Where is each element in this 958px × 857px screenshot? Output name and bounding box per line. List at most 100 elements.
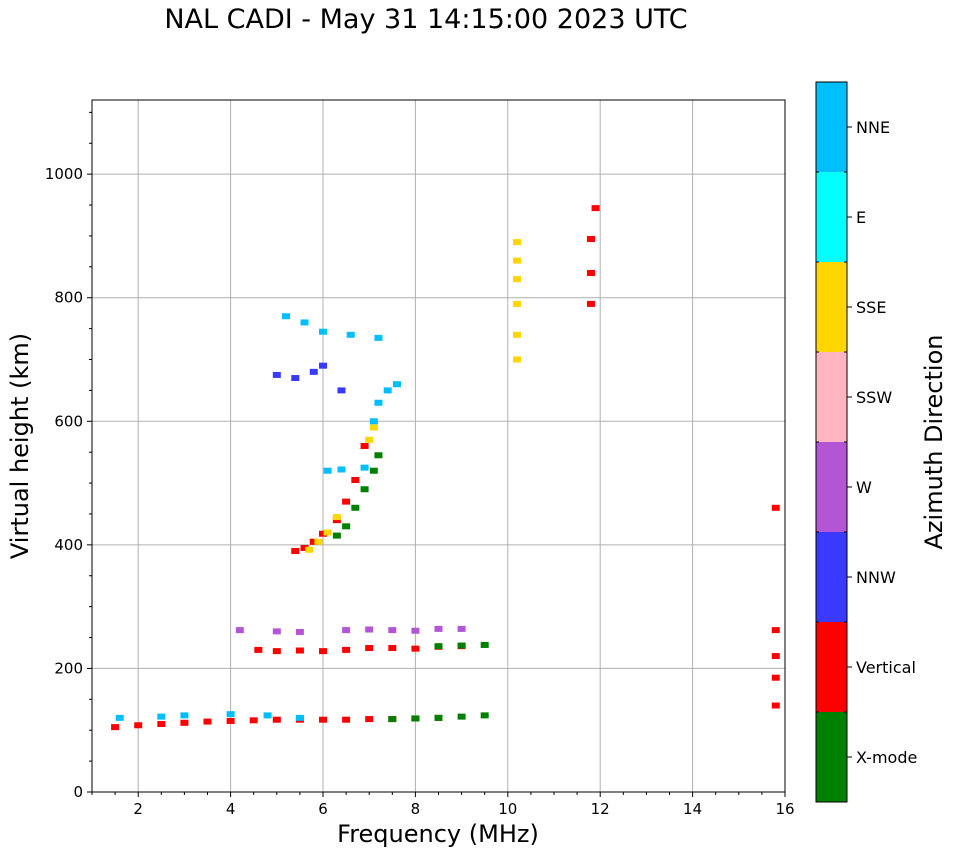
- colorbar-frame: [815, 81, 848, 803]
- echo-point: [134, 722, 143, 729]
- echo-point: [295, 647, 304, 654]
- x-tick-label: 8: [411, 800, 421, 818]
- echo-point: [332, 514, 341, 521]
- plot-area: [92, 100, 785, 792]
- echo-point: [586, 300, 595, 307]
- echo-point: [300, 544, 309, 551]
- echo-point: [388, 645, 397, 652]
- echo-point: [388, 627, 397, 634]
- echo-point: [342, 716, 351, 723]
- y-tick-label: 200: [54, 659, 83, 677]
- echo-point: [360, 486, 369, 493]
- echo-point: [411, 715, 420, 722]
- echo-point: [457, 642, 466, 649]
- colorbar-segment: [816, 442, 847, 532]
- echo-point: [272, 716, 281, 723]
- echo-point: [309, 368, 318, 375]
- echo-point: [374, 452, 383, 459]
- colorbar-segment: [816, 172, 847, 262]
- colorbar-tick-label: NNW: [856, 568, 896, 587]
- echo-point: [272, 648, 281, 655]
- colorbar-tick-label: SSW: [856, 388, 892, 407]
- y-tick-label: 0: [73, 783, 83, 801]
- echo-point: [771, 702, 780, 709]
- echo-point: [203, 718, 212, 725]
- colorbar-segment: [816, 262, 847, 352]
- y-tick-label: 800: [54, 289, 83, 307]
- echo-point: [342, 523, 351, 530]
- echo-point: [319, 530, 327, 537]
- echo-point: [513, 239, 522, 246]
- echo-point: [365, 626, 374, 633]
- colorbar: X-mode Vertical NNW W SSW SSE E NNE: [815, 81, 917, 803]
- echo-point: [323, 467, 332, 474]
- echo-point: [300, 319, 309, 326]
- colorbar-tick-label: W: [856, 478, 872, 497]
- echo-point: [383, 387, 392, 394]
- echo-point: [513, 356, 522, 363]
- x-tick-label: 16: [775, 800, 794, 818]
- echo-point: [226, 717, 235, 724]
- echo-point: [314, 538, 323, 545]
- echo-point: [319, 716, 327, 723]
- echo-point: [291, 375, 300, 382]
- echo-point: [351, 504, 360, 511]
- chart-title: NAL CADI - May 31 14:15:00 2023 UTC: [164, 4, 688, 35]
- echo-traces: [111, 205, 780, 731]
- echo-point: [365, 716, 374, 723]
- echo-point: [342, 646, 351, 653]
- x-tick-label: 6: [318, 800, 328, 818]
- echo-point: [272, 371, 281, 378]
- echo-point: [434, 625, 443, 632]
- colorbar-tick-label: NNE: [856, 118, 890, 137]
- echo-point: [771, 653, 780, 660]
- echo-point: [457, 713, 466, 720]
- echo-point: [480, 641, 489, 648]
- echo-point: [591, 205, 600, 212]
- colorbar-label: Azimuth Direction: [920, 335, 948, 550]
- echo-point: [771, 674, 780, 681]
- echo-point: [374, 399, 383, 406]
- plot-background: [92, 100, 785, 792]
- colorbar-segment: [816, 532, 847, 622]
- echo-point: [180, 712, 189, 719]
- colorbar-tick-label: SSE: [856, 298, 886, 317]
- echo-point: [319, 362, 327, 369]
- axes: 2 4 6 8 10 12 14 16 0 200 400 600 800 1000: [45, 99, 795, 818]
- echo-point: [337, 466, 346, 473]
- echo-point: [295, 628, 304, 635]
- x-tick-label: 12: [591, 800, 610, 818]
- y-tick-label: 600: [54, 412, 83, 430]
- echo-point: [360, 443, 369, 449]
- echo-point: [323, 529, 332, 536]
- x-axis-label: Frequency (MHz): [337, 820, 539, 848]
- y-tick-label: 1000: [45, 165, 83, 183]
- echo-point: [337, 387, 346, 394]
- echo-point: [111, 724, 120, 731]
- echo-point: [411, 645, 420, 652]
- echo-point: [157, 713, 166, 720]
- echo-point: [586, 270, 595, 276]
- echo-point: [457, 625, 466, 632]
- colorbar-segment: [816, 352, 847, 442]
- echo-point: [434, 714, 443, 721]
- echo-point: [332, 517, 341, 524]
- colorbar-segment: [816, 622, 847, 712]
- echo-point: [365, 645, 374, 652]
- echo-point: [180, 719, 189, 726]
- echo-point: [319, 328, 327, 335]
- echo-point: [369, 418, 378, 425]
- echo-point: [513, 300, 522, 307]
- echo-point: [319, 648, 327, 655]
- echo-point: [351, 476, 360, 483]
- echo-point: [480, 712, 489, 719]
- echo-point: [360, 464, 369, 471]
- echo-point: [332, 532, 341, 539]
- echo-point: [272, 628, 281, 635]
- y-axis-label: Virtual height (km): [6, 333, 34, 559]
- echo-point: [235, 627, 244, 634]
- colorbar-segment: [816, 82, 847, 172]
- echo-point: [254, 646, 263, 653]
- echo-point: [295, 714, 304, 721]
